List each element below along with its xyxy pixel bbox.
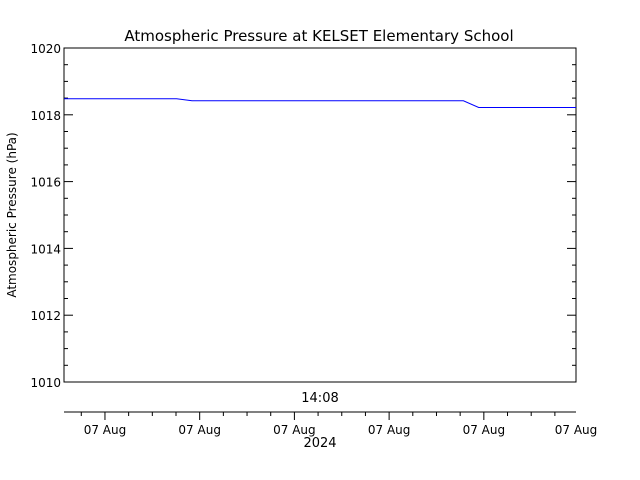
series-line-pressure bbox=[64, 98, 576, 108]
chart-title: Atmospheric Pressure at KELSET Elementar… bbox=[124, 27, 513, 45]
x-tick-label: 07 Aug bbox=[273, 423, 316, 437]
x-year-label: 2024 bbox=[303, 436, 336, 451]
y-tick-label: 1018 bbox=[30, 109, 61, 123]
y-tick-label: 1012 bbox=[30, 309, 61, 323]
x-time-label: 14:08 bbox=[301, 391, 338, 406]
plot-frame bbox=[63, 47, 577, 383]
x-axis-ticks bbox=[80, 412, 556, 420]
x-axis-tick-labels: 07 Aug 07 Aug 07 Aug 07 Aug 07 Aug 07 Aug bbox=[84, 423, 598, 437]
x-tick-label: 07 Aug bbox=[555, 423, 598, 437]
x-tick-label: 07 Aug bbox=[368, 423, 411, 437]
x-tick-label: 07 Aug bbox=[463, 423, 506, 437]
y-axis-label: Atmospheric Pressure (hPa) bbox=[5, 132, 19, 297]
y-tick-label: 1010 bbox=[30, 376, 61, 390]
y-axis-ticks bbox=[64, 47, 576, 383]
y-axis-tick-labels: 1010 1012 1014 1016 1018 1020 bbox=[30, 42, 61, 390]
x-tick-label: 07 Aug bbox=[178, 423, 221, 437]
x-tick-label: 07 Aug bbox=[84, 423, 127, 437]
y-tick-label: 1014 bbox=[30, 242, 61, 256]
y-tick-label: 1016 bbox=[30, 176, 61, 190]
y-tick-label: 1020 bbox=[30, 42, 61, 56]
